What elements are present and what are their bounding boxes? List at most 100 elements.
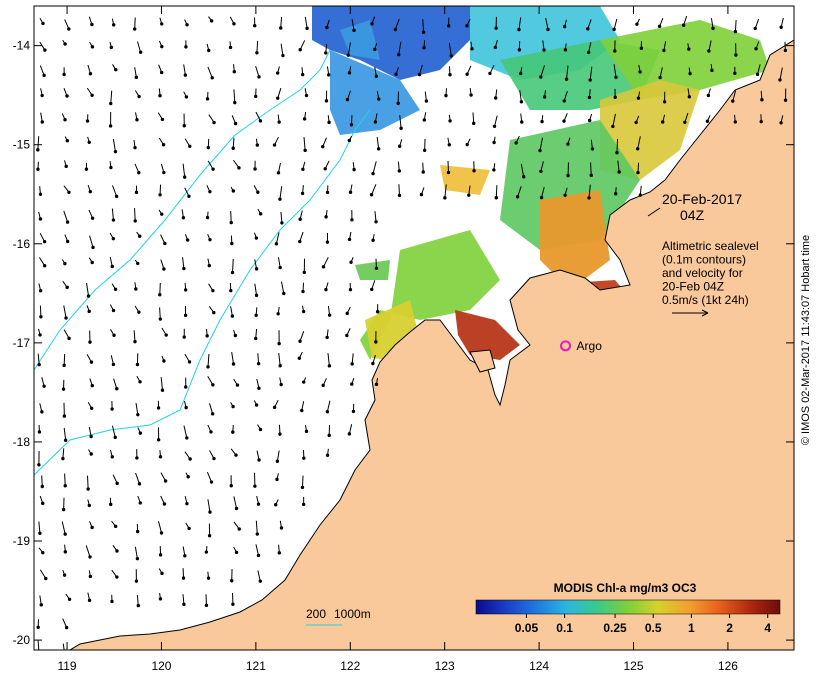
colorbar-title: MODIS Chl-a mg/m3 OC3 xyxy=(554,581,697,595)
velocity-vector-head xyxy=(234,506,239,511)
velocity-vector-head xyxy=(282,291,286,296)
lon-tick-label: 122 xyxy=(340,659,360,673)
velocity-vector-head xyxy=(683,120,687,124)
velocity-vector-head xyxy=(733,120,737,124)
velocity-vector-head xyxy=(760,98,764,102)
velocity-vector xyxy=(613,18,618,30)
velocity-vector xyxy=(539,137,544,151)
colorbar-tick-label: 0.25 xyxy=(603,621,627,635)
velocity-vector-head xyxy=(783,98,788,102)
velocity-vector-head xyxy=(373,120,378,124)
velocity-vector xyxy=(183,64,186,76)
velocity-vector-head xyxy=(65,220,70,224)
argo-marker[interactable] xyxy=(560,340,572,352)
velocity-vector-head xyxy=(448,119,452,123)
velocity-vector xyxy=(708,40,712,52)
velocity-vector-head xyxy=(397,52,401,57)
velocity-vector-head xyxy=(492,140,496,145)
velocity-vector xyxy=(111,425,116,438)
velocity-vector-head xyxy=(277,120,281,124)
velocity-vector-head xyxy=(779,25,783,29)
velocity-vector-head xyxy=(324,51,328,55)
velocity-vector-head xyxy=(347,138,352,143)
velocity-vector-head xyxy=(540,119,544,124)
velocity-vector-head xyxy=(231,146,235,150)
velocity-vector xyxy=(278,353,281,366)
velocity-vector-head xyxy=(205,215,210,220)
lon-tick-label: 123 xyxy=(435,659,455,673)
velocity-vector-head xyxy=(517,48,522,52)
velocity-vector-head xyxy=(111,362,116,367)
velocity-vector-head xyxy=(91,245,95,250)
velocity-vector-head xyxy=(231,362,236,366)
velocity-vector-head xyxy=(681,23,686,27)
velocity-vector-head xyxy=(638,193,642,197)
info-line: 0.5m/s (1kt 24h) xyxy=(662,293,749,307)
velocity-vector-head xyxy=(188,457,192,461)
velocity-vector-head xyxy=(84,167,89,171)
velocity-vector xyxy=(347,42,351,56)
velocity-vector-head xyxy=(662,48,666,53)
colorbar: MODIS Chl-a mg/m3 OC3 0.05 0.1 0.25 0.5 1 2 4 xyxy=(475,581,781,635)
velocity-vector xyxy=(112,185,118,197)
date-pointer xyxy=(647,207,661,217)
velocity-vector-head xyxy=(163,241,167,246)
velocity-vector-head xyxy=(36,148,40,152)
velocity-vector xyxy=(494,115,498,127)
velocity-vector xyxy=(280,43,284,56)
velocity-vector xyxy=(613,64,617,78)
chl-patch-yellow-small xyxy=(440,165,490,195)
velocity-vector-head xyxy=(733,71,737,75)
velocity-vector xyxy=(62,448,65,459)
velocity-vector-head xyxy=(89,452,93,456)
velocity-vector-head xyxy=(113,524,118,529)
velocity-vector-head xyxy=(588,78,592,82)
velocity-vector xyxy=(257,353,260,364)
velocity-vector-head xyxy=(371,171,375,176)
velocity-vector-head xyxy=(37,430,42,434)
velocity-vector-head xyxy=(134,75,139,80)
velocity-vector-head xyxy=(135,456,139,460)
velocity-vector xyxy=(37,353,40,365)
velocity-vector-head xyxy=(211,167,215,171)
velocity-vector xyxy=(62,643,65,650)
velocity-vector-head xyxy=(137,94,141,99)
velocity-vector xyxy=(520,163,525,177)
velocity-vector-head xyxy=(759,119,763,124)
velocity-vector xyxy=(63,427,67,441)
velocity-vector-head xyxy=(374,266,379,270)
velocity-vector xyxy=(135,472,140,485)
velocity-vector-head xyxy=(345,97,350,102)
velocity-vector-head xyxy=(422,46,426,50)
velocity-vector xyxy=(541,187,545,198)
velocity-vector-head xyxy=(206,145,210,150)
velocity-vector-head xyxy=(88,574,93,579)
velocity-vector-head xyxy=(253,167,257,171)
velocity-vector-head xyxy=(539,75,543,79)
velocity-vector-head xyxy=(160,212,164,216)
velocity-vector xyxy=(134,67,137,78)
velocity-vector-head xyxy=(394,72,398,76)
velocity-vector-head xyxy=(159,70,164,75)
velocity-vector-head xyxy=(135,556,140,561)
velocity-vector xyxy=(299,330,305,342)
velocity-vector-head xyxy=(115,387,119,391)
velocity-vector-head xyxy=(90,93,94,97)
velocity-vector-head xyxy=(137,482,142,486)
velocity-vector-head xyxy=(88,340,92,344)
velocity-vector xyxy=(299,40,306,50)
velocity-vector-head xyxy=(133,339,137,344)
velocity-vector-head xyxy=(40,484,44,489)
velocity-vector-head xyxy=(302,117,307,121)
velocity-vector-head xyxy=(492,168,496,172)
velocity-vector-head xyxy=(43,48,47,52)
velocity-vector-head xyxy=(542,95,547,99)
velocity-vector xyxy=(304,16,308,29)
velocity-vector-head xyxy=(209,19,214,23)
velocity-vector xyxy=(519,90,522,102)
velocity-vector-head xyxy=(186,475,190,479)
velocity-vector-head xyxy=(113,149,118,154)
velocity-vector xyxy=(63,210,69,223)
velocity-vector-head xyxy=(562,99,566,103)
velocity-vector-head xyxy=(231,404,235,409)
